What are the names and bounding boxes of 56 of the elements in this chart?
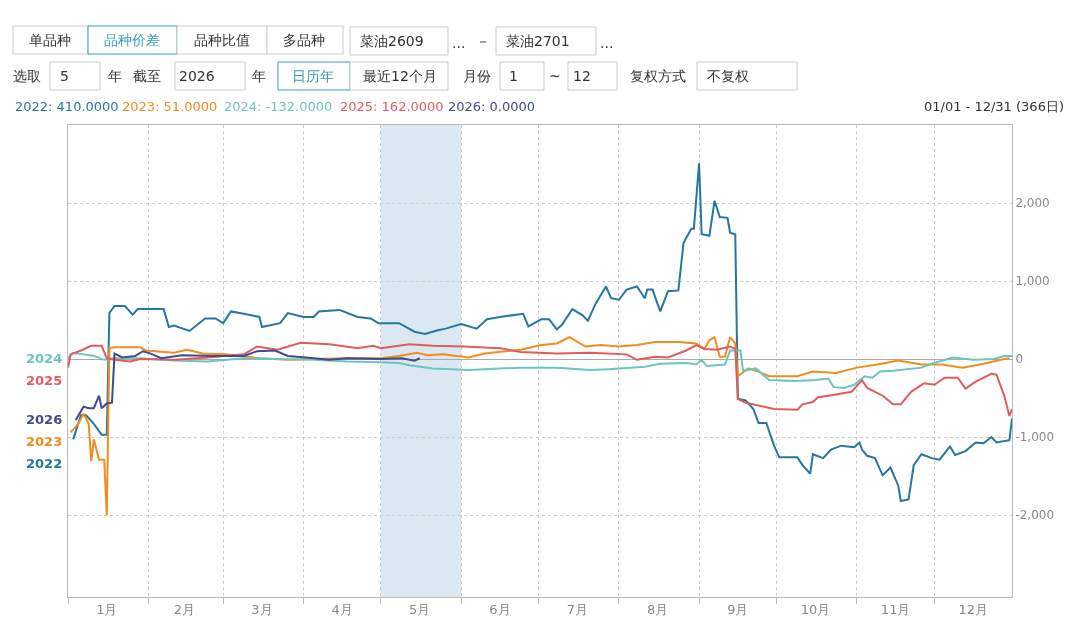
line-series (69, 336, 1011, 517)
line-series (72, 162, 1012, 503)
line-series (74, 349, 421, 421)
x-tick-label: 3月 (251, 601, 273, 617)
y-tick-label: 0 (1015, 352, 1024, 367)
x-tick-label: 1月 (96, 601, 118, 617)
text: 2025: 162.0000 (340, 99, 444, 114)
text: 月份 (463, 68, 491, 84)
y-tick-label: -2,000 (1015, 508, 1055, 523)
text: 年 (108, 68, 122, 84)
x-tick-label: 12月 (958, 601, 988, 617)
text: 品种价差 (104, 32, 160, 48)
text: 2026: 0.0000 (448, 99, 536, 114)
x-tick-label: 5月 (409, 601, 431, 617)
text: ... (600, 35, 614, 51)
text: 单品种 (29, 32, 71, 48)
x-tick-label: 10月 (800, 601, 831, 617)
text: ~ (549, 68, 561, 84)
text: 不复权 (707, 68, 749, 84)
text: ... (452, 35, 466, 51)
text: 菜油2609 (360, 33, 424, 49)
series-label: 2022 (26, 456, 63, 471)
text: 复权方式 (630, 68, 686, 84)
y-tick-label: -1,000 (1015, 430, 1055, 445)
text: 2024: -132.0000 (224, 99, 333, 114)
y-tick-label: 1,000 (1015, 274, 1050, 289)
text: 01/01 - 12/31 (366日) (924, 99, 1064, 114)
x-tick-label: 6月 (489, 601, 511, 617)
x-tick-label: 7月 (566, 601, 589, 617)
text: 5 (60, 68, 69, 84)
y-tick-label: 2,000 (1015, 196, 1050, 211)
text: 截至 (133, 68, 161, 84)
text: 多品种 (283, 32, 325, 48)
x-tick-label: 2月 (173, 601, 196, 617)
text: 2022: 410.0000 (15, 99, 119, 114)
text: 2026 (179, 68, 215, 84)
text: 品种比值 (194, 32, 250, 48)
text: 年 (252, 68, 266, 84)
series-label: 2024 (26, 351, 63, 366)
text: 选取 (13, 68, 41, 84)
x-tick-label: 8月 (647, 601, 669, 617)
x-tick-label: 11月 (880, 601, 911, 617)
text: 12 (573, 68, 591, 84)
text: 最近12个月 (363, 68, 437, 84)
series-label: 2025 (26, 373, 63, 388)
text: 日历年 (292, 68, 334, 84)
line-series (68, 341, 1012, 417)
text: 1 (509, 68, 518, 84)
series-label: 2026 (26, 412, 63, 427)
x-tick-label: 9月 (727, 601, 749, 617)
line-series (68, 349, 1012, 389)
text: 2023: 51.0000 (122, 99, 218, 114)
text: － (476, 33, 490, 49)
text: 菜油2701 (506, 33, 570, 49)
x-tick-label: 4月 (331, 601, 353, 617)
series-label: 2023 (26, 434, 63, 449)
